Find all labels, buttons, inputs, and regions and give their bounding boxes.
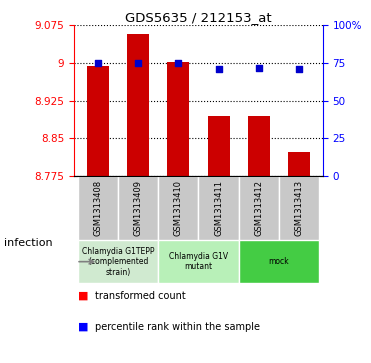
Text: transformed count: transformed count xyxy=(95,291,186,301)
Text: GSM1313408: GSM1313408 xyxy=(94,180,103,236)
Bar xyxy=(198,176,239,240)
Text: infection: infection xyxy=(4,238,52,248)
Text: GSM1313413: GSM1313413 xyxy=(294,180,303,236)
Bar xyxy=(247,115,270,176)
Text: Chlamydia G1TEPP
(complemented
strain): Chlamydia G1TEPP (complemented strain) xyxy=(82,247,155,277)
Bar xyxy=(118,176,158,240)
Bar xyxy=(78,176,118,240)
Bar xyxy=(78,240,158,283)
Text: GSM1313411: GSM1313411 xyxy=(214,180,223,236)
Text: GSM1313409: GSM1313409 xyxy=(134,180,143,236)
Point xyxy=(216,66,221,72)
Bar xyxy=(207,115,230,176)
Point xyxy=(135,60,141,66)
Point xyxy=(296,66,302,72)
Point xyxy=(95,60,101,66)
Text: mock: mock xyxy=(268,257,289,266)
Text: Chlamydia G1V
mutant: Chlamydia G1V mutant xyxy=(169,252,228,272)
Point xyxy=(175,60,181,66)
Text: GSM1313412: GSM1313412 xyxy=(254,180,263,236)
Bar xyxy=(288,152,310,176)
Text: ■: ■ xyxy=(78,291,88,301)
Text: GSM1313410: GSM1313410 xyxy=(174,180,183,236)
Bar xyxy=(87,65,109,176)
Bar xyxy=(239,240,319,283)
Bar xyxy=(127,34,150,176)
Bar xyxy=(158,176,198,240)
Title: GDS5635 / 212153_at: GDS5635 / 212153_at xyxy=(125,11,272,24)
Point xyxy=(256,65,262,70)
Bar xyxy=(158,240,239,283)
Text: percentile rank within the sample: percentile rank within the sample xyxy=(95,322,260,332)
Text: ■: ■ xyxy=(78,322,88,332)
Bar xyxy=(167,62,190,176)
Bar xyxy=(239,176,279,240)
Bar xyxy=(279,176,319,240)
